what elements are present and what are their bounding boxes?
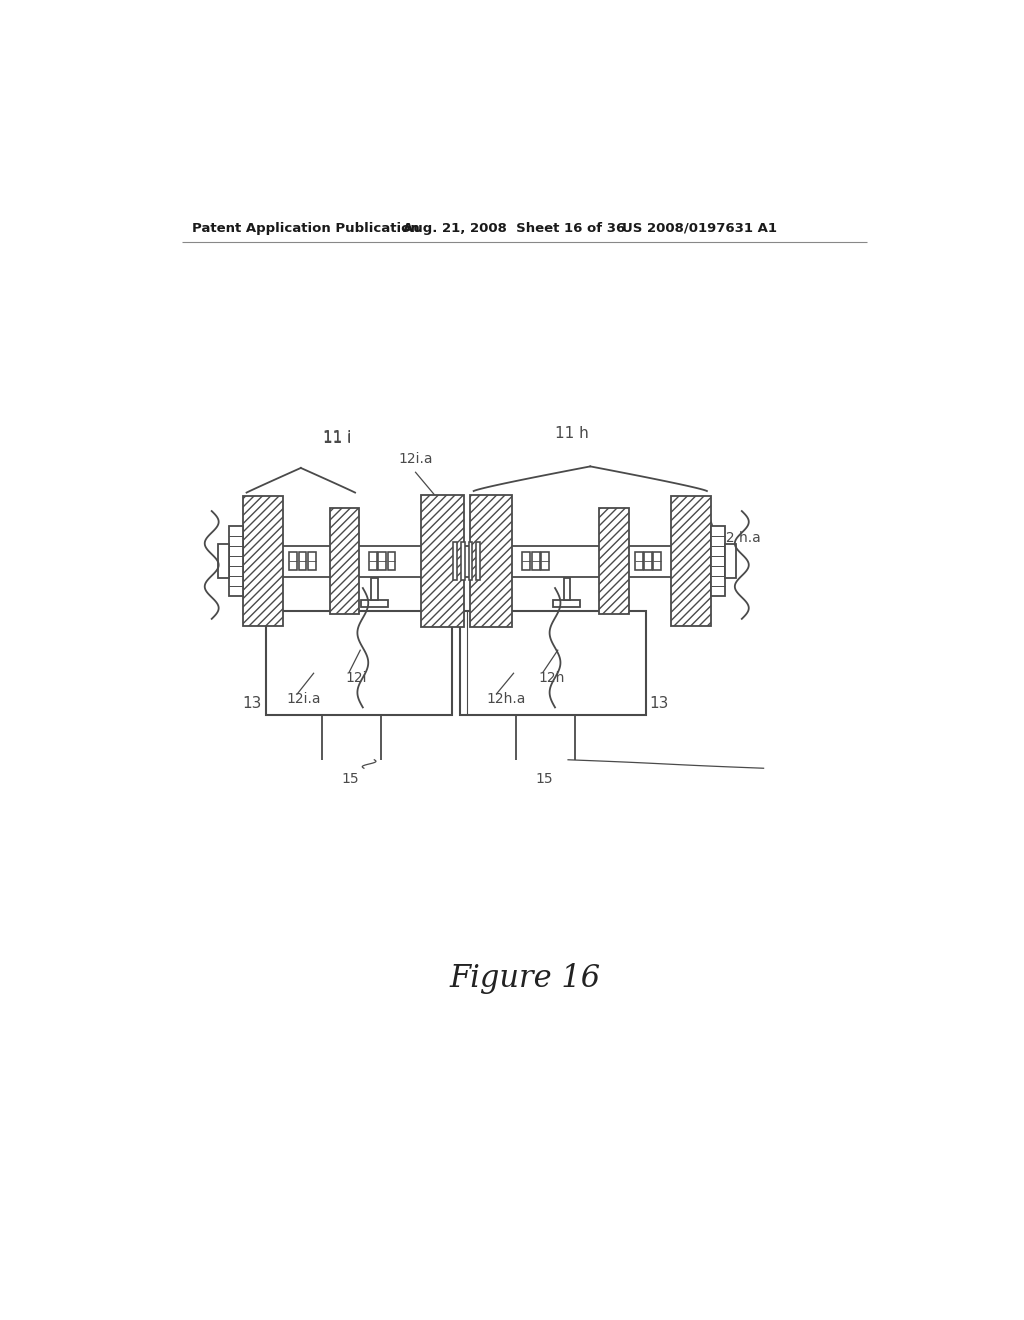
Bar bbox=[369, 552, 377, 570]
Bar bbox=[522, 552, 530, 570]
Bar bbox=[711, 527, 725, 595]
Bar bbox=[563, 578, 569, 599]
Text: 12 h.a: 12 h.a bbox=[717, 531, 761, 545]
Bar bbox=[653, 552, 662, 570]
Text: 11 h: 11 h bbox=[555, 426, 589, 441]
Text: Figure 16: Figure 16 bbox=[450, 964, 600, 994]
Text: Aug. 21, 2008  Sheet 16 of 36: Aug. 21, 2008 Sheet 16 of 36 bbox=[403, 222, 626, 235]
Bar bbox=[531, 552, 540, 570]
Text: 12h.a: 12h.a bbox=[486, 692, 525, 706]
Text: 12i.a: 12i.a bbox=[398, 451, 432, 466]
Bar bbox=[476, 543, 480, 581]
Text: 12h: 12h bbox=[539, 671, 565, 685]
Bar bbox=[243, 496, 283, 626]
Text: 15: 15 bbox=[342, 772, 359, 787]
Bar bbox=[470, 495, 512, 627]
Text: US 2008/0197631 A1: US 2008/0197631 A1 bbox=[623, 222, 777, 235]
Text: 12i: 12i bbox=[345, 671, 367, 685]
Text: 11 i: 11 i bbox=[323, 430, 351, 445]
Bar bbox=[461, 543, 465, 581]
Bar bbox=[644, 552, 652, 570]
Text: Patent Application Publication: Patent Application Publication bbox=[191, 222, 419, 235]
Bar bbox=[388, 552, 395, 570]
Text: 13: 13 bbox=[649, 696, 669, 711]
Bar bbox=[541, 552, 549, 570]
Bar bbox=[372, 578, 378, 599]
Bar bbox=[671, 496, 711, 626]
Bar bbox=[378, 552, 386, 570]
Bar bbox=[308, 552, 315, 570]
Bar bbox=[599, 508, 629, 614]
Bar bbox=[266, 611, 452, 715]
Bar bbox=[361, 599, 388, 607]
Bar bbox=[453, 543, 457, 581]
Text: 12i.a: 12i.a bbox=[287, 692, 322, 706]
Bar bbox=[330, 508, 359, 614]
Text: 15: 15 bbox=[536, 772, 553, 787]
Bar bbox=[469, 543, 472, 581]
Bar bbox=[554, 599, 580, 607]
Text: 11 i: 11 i bbox=[323, 432, 351, 446]
Bar bbox=[635, 552, 643, 570]
Text: 13: 13 bbox=[243, 696, 262, 711]
Bar bbox=[289, 552, 297, 570]
Bar bbox=[299, 552, 306, 570]
Bar bbox=[218, 544, 228, 578]
Bar bbox=[421, 495, 464, 627]
Bar bbox=[460, 611, 646, 715]
Bar bbox=[725, 544, 735, 578]
Bar bbox=[228, 527, 243, 595]
